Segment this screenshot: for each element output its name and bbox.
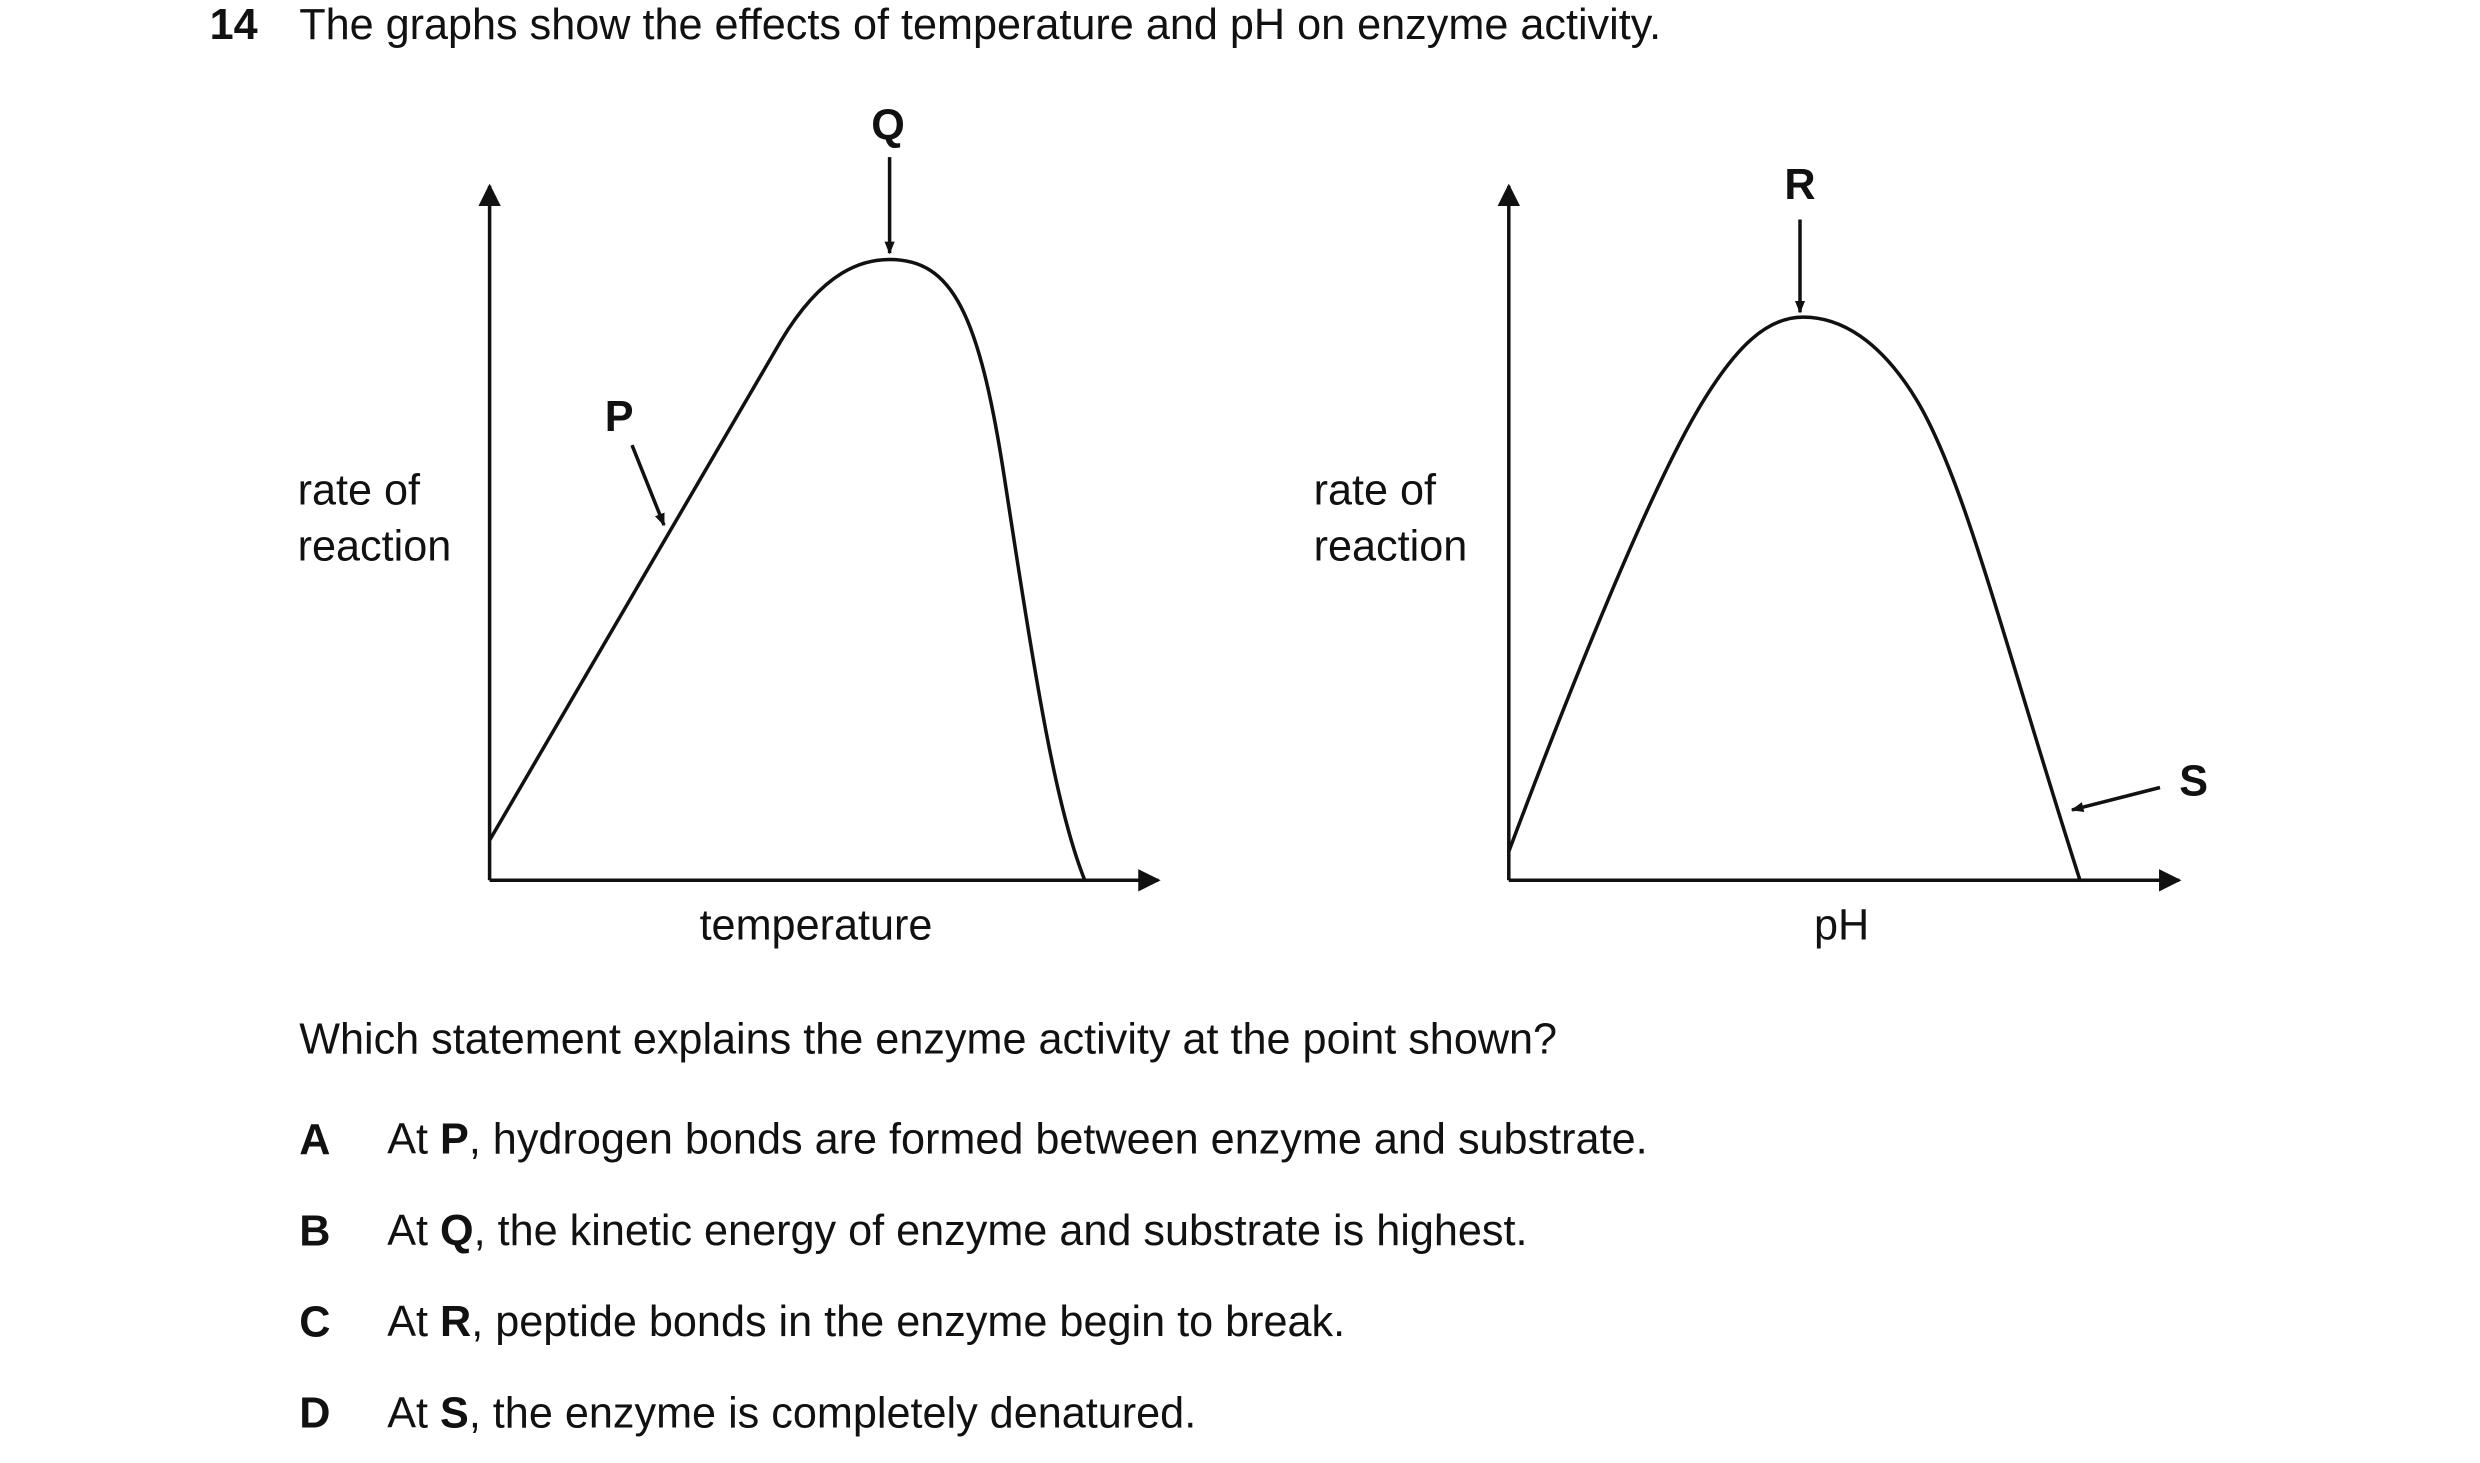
option-prefix: At (387, 1299, 440, 1347)
y-label: rate of (298, 467, 421, 515)
option-statement: , the kinetic energy of enzyme and subst… (474, 1207, 1528, 1255)
marker-label: Q (871, 102, 905, 150)
option-point: Q (440, 1207, 474, 1255)
y-label: rate of (1314, 467, 1437, 515)
temperature-graph: rate of reaction temperature P Q (298, 102, 1161, 950)
marker-label: S (2179, 758, 2208, 806)
marker-label: R (1784, 161, 1815, 209)
option-prefix: At (387, 1207, 440, 1255)
option-point: R (440, 1299, 471, 1347)
marker-arrow (2070, 785, 2161, 813)
curve (1507, 315, 2082, 881)
option-text: At S, the enzyme is completely denatured… (387, 1390, 1196, 1438)
option-letter: A (299, 1116, 330, 1164)
question-text: The graphs show the effects of temperatu… (299, 1, 1661, 49)
option-point: P (440, 1116, 469, 1164)
option-point: S (440, 1390, 469, 1438)
options: A At P, hydrogen bonds are formed between… (299, 1116, 1647, 1438)
option-text: At Q, the kinetic energy of enzyme and s… (387, 1207, 1527, 1255)
y-label: reaction (1314, 523, 1468, 571)
y-label: reaction (298, 523, 452, 571)
x-label: temperature (700, 902, 933, 950)
marker-label: P (605, 393, 634, 441)
option-text: At P, hydrogen bonds are formed between … (387, 1116, 1647, 1164)
option-letter: D (299, 1390, 330, 1438)
option-prefix: At (387, 1390, 440, 1438)
ph-graph: rate of reaction pH R S (1314, 161, 2208, 950)
curve (488, 257, 1087, 881)
x-label: pH (1814, 902, 1869, 950)
option-letter: C (299, 1299, 330, 1347)
option-statement: , the enzyme is completely denatured. (469, 1390, 1196, 1438)
marker-arrow (630, 444, 666, 527)
option-text: At R, peptide bonds in the enzyme begin … (387, 1299, 1345, 1347)
prompt: Which statement explains the enzyme acti… (299, 1015, 1557, 1063)
question-number: 14 (210, 1, 258, 49)
option-letter: B (299, 1207, 330, 1255)
option-statement: , peptide bonds in the enzyme begin to b… (471, 1299, 1345, 1347)
option-prefix: At (387, 1116, 440, 1164)
option-statement: , hydrogen bonds are formed between enzy… (469, 1116, 1648, 1164)
